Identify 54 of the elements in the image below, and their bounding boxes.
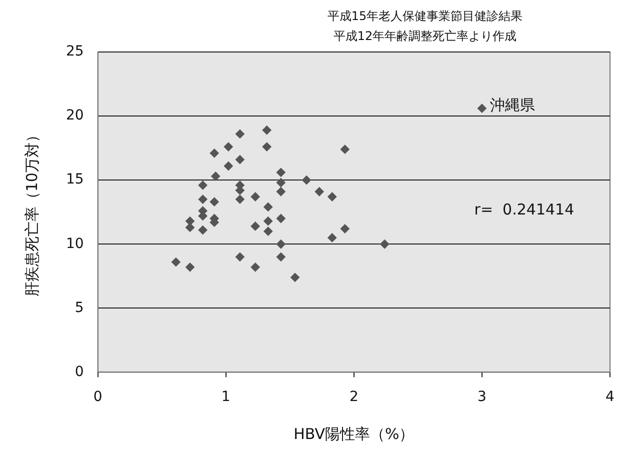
point: [235, 194, 244, 204]
point: [302, 176, 312, 185]
point: [276, 214, 286, 224]
y-tick-label: 20: [66, 108, 84, 124]
point: [198, 180, 208, 190]
point: [235, 252, 244, 262]
chart-title: 平成15年老人保健事業節目健診結果: [326, 8, 524, 25]
y-tick-label: 0: [74, 364, 84, 380]
annotation: 沖縄県: [490, 96, 535, 114]
x-tick-label: 2: [349, 389, 358, 406]
point: [276, 178, 286, 188]
point: [235, 155, 244, 164]
point: [235, 129, 244, 138]
point: [264, 226, 273, 236]
point: [250, 192, 260, 202]
point: [224, 142, 233, 152]
point: [328, 192, 337, 202]
point: [276, 168, 286, 177]
y-axis-title: 肝疾患死亡率（10万対）: [22, 128, 41, 297]
y-tick-label: 15: [66, 172, 84, 188]
point: [264, 202, 273, 212]
point: [211, 172, 220, 181]
point: [340, 224, 350, 234]
x-tick-label: 4: [606, 389, 615, 406]
y-tick-label: 5: [74, 300, 84, 316]
point: [314, 187, 324, 196]
point: [262, 142, 272, 152]
x-axis-title: HBV陽性率（%）: [294, 424, 414, 443]
point: [276, 187, 286, 196]
point: [250, 222, 260, 231]
y-tick-label: 10: [66, 236, 84, 252]
x-tick-label: 3: [477, 389, 486, 406]
point: [264, 216, 273, 226]
point: [171, 258, 180, 267]
point: [262, 126, 272, 135]
point: [380, 240, 390, 249]
point: [210, 148, 219, 158]
point: [198, 226, 208, 235]
point: [276, 252, 286, 262]
point: [198, 194, 208, 204]
y-tick-label: 25: [66, 44, 84, 60]
point: [340, 144, 350, 154]
point: [477, 104, 486, 113]
point: [250, 262, 260, 272]
point: [276, 240, 286, 249]
point: [186, 262, 195, 272]
x-tick-label: 0: [93, 389, 102, 406]
point: [224, 161, 233, 170]
point: [328, 233, 337, 242]
x-tick-label: 1: [221, 389, 230, 406]
annotation: r= 0.241414: [474, 200, 574, 218]
point: [210, 197, 219, 206]
point: [290, 272, 300, 282]
chart-subtitle: 平成12年年齢調整死亡率より作成: [332, 28, 518, 45]
